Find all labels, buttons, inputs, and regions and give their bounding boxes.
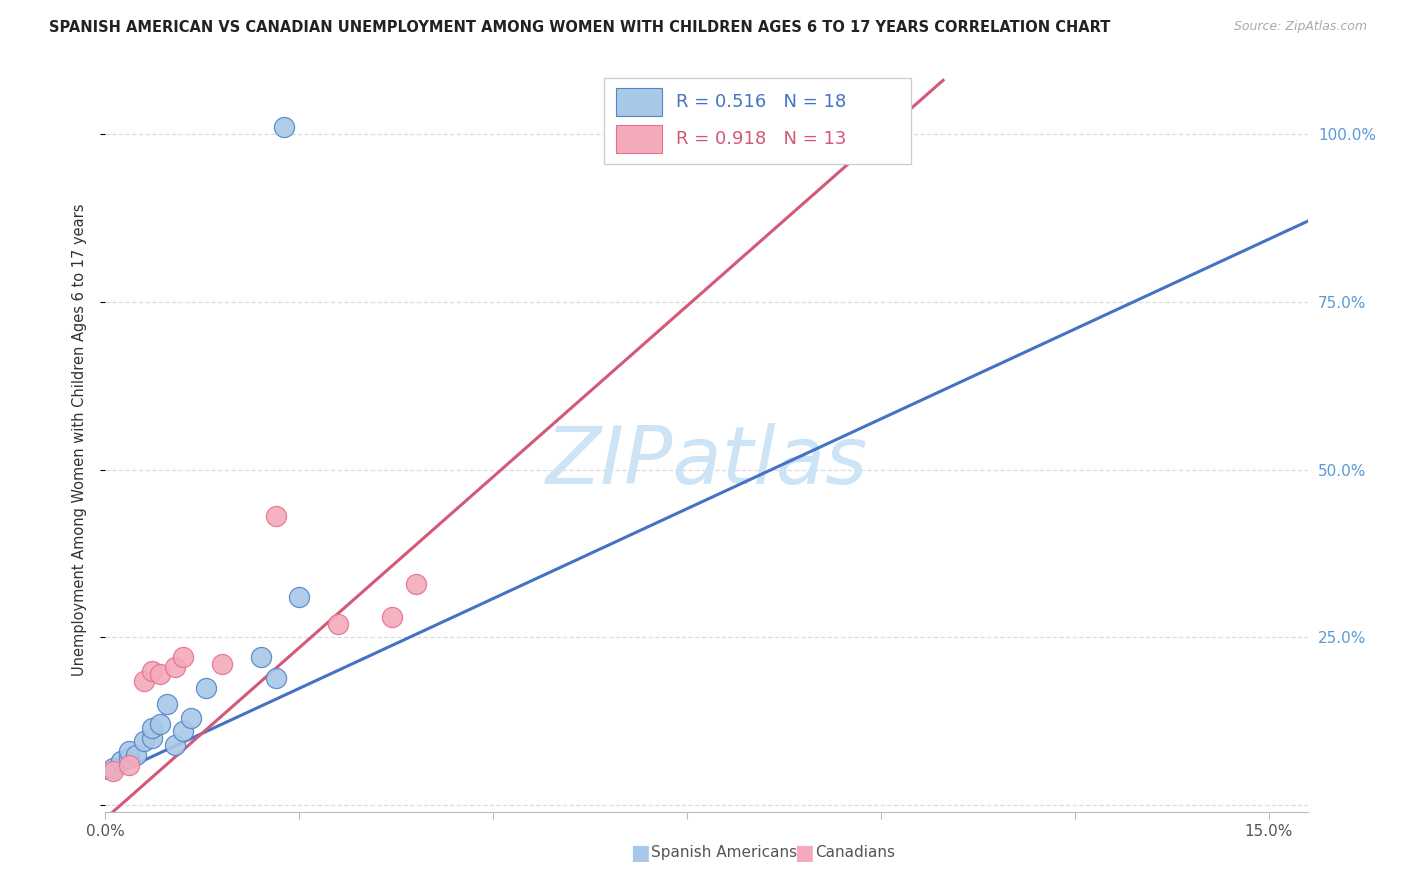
Text: Spanish Americans: Spanish Americans bbox=[651, 846, 797, 860]
Point bbox=[288, 590, 311, 604]
Point bbox=[149, 667, 172, 681]
Point bbox=[249, 650, 271, 665]
Point bbox=[134, 673, 156, 688]
Point bbox=[141, 731, 163, 745]
Point bbox=[118, 744, 141, 758]
Text: R = 0.516   N = 18: R = 0.516 N = 18 bbox=[676, 93, 846, 111]
Point bbox=[156, 698, 179, 712]
Point bbox=[172, 724, 194, 739]
Point bbox=[141, 664, 163, 678]
FancyBboxPatch shape bbox=[605, 78, 911, 164]
Point bbox=[172, 650, 194, 665]
Point bbox=[125, 747, 148, 762]
Point bbox=[110, 755, 132, 769]
Text: Canadians: Canadians bbox=[815, 846, 896, 860]
Point bbox=[211, 657, 233, 672]
Point bbox=[326, 616, 349, 631]
Y-axis label: Unemployment Among Women with Children Ages 6 to 17 years: Unemployment Among Women with Children A… bbox=[72, 203, 87, 675]
Point bbox=[381, 610, 404, 624]
Text: ■: ■ bbox=[630, 843, 650, 863]
Point bbox=[165, 738, 187, 752]
Point bbox=[754, 123, 776, 137]
Point bbox=[134, 734, 156, 748]
Text: ZIPatlas: ZIPatlas bbox=[546, 423, 868, 500]
Text: Source: ZipAtlas.com: Source: ZipAtlas.com bbox=[1233, 20, 1367, 33]
Point bbox=[180, 711, 202, 725]
Point bbox=[273, 120, 295, 135]
Text: ■: ■ bbox=[794, 843, 814, 863]
Point bbox=[103, 764, 125, 779]
Text: R = 0.918   N = 13: R = 0.918 N = 13 bbox=[676, 130, 846, 148]
Point bbox=[165, 660, 187, 674]
FancyBboxPatch shape bbox=[616, 87, 662, 116]
Point bbox=[118, 751, 141, 765]
Point bbox=[264, 509, 287, 524]
Point bbox=[141, 721, 163, 735]
Point bbox=[103, 761, 125, 775]
Point bbox=[149, 717, 172, 731]
Point bbox=[405, 576, 427, 591]
Text: SPANISH AMERICAN VS CANADIAN UNEMPLOYMENT AMONG WOMEN WITH CHILDREN AGES 6 TO 17: SPANISH AMERICAN VS CANADIAN UNEMPLOYMEN… bbox=[49, 20, 1111, 35]
Point bbox=[118, 757, 141, 772]
Point bbox=[195, 681, 218, 695]
FancyBboxPatch shape bbox=[616, 125, 662, 153]
Point bbox=[264, 671, 287, 685]
